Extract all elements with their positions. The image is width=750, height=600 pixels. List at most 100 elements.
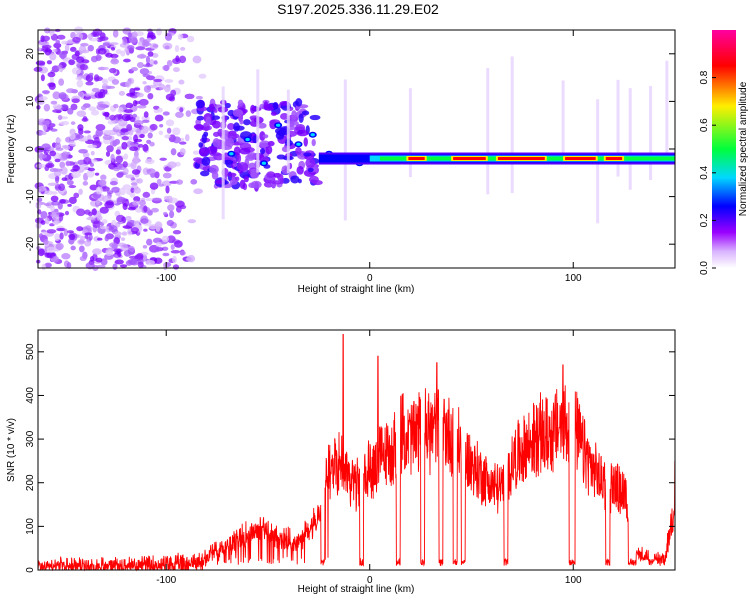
heatmap-cell xyxy=(172,127,181,136)
heatmap-cell xyxy=(229,179,238,185)
heatmap-cell xyxy=(121,231,128,236)
heatmap-cell xyxy=(49,52,57,61)
heatmap-cell xyxy=(125,102,134,109)
signal-peak xyxy=(565,157,596,161)
heatmap-cell xyxy=(42,124,48,132)
heatmap-cell xyxy=(309,114,321,121)
heatmap-cell xyxy=(179,148,186,156)
heatmap-cell xyxy=(87,44,94,52)
heatmap-cell xyxy=(66,230,74,234)
heatmap-cell xyxy=(291,110,297,121)
heatmap-cell xyxy=(165,84,171,88)
heatmap-cell xyxy=(187,219,197,224)
heatmap-cell xyxy=(56,109,62,114)
heatmap-cell xyxy=(142,119,150,124)
snr-y-label: SNR (10 * v/v) xyxy=(6,418,17,482)
heatmap-cell xyxy=(247,152,257,160)
heatmap-cell xyxy=(46,229,57,234)
heatmap-cell xyxy=(180,47,186,51)
heatmap-cell xyxy=(68,59,75,66)
y-tick-label: 0 xyxy=(25,146,36,152)
colorbar-tick-label: 0.8 xyxy=(699,70,710,84)
heatmap-cell xyxy=(121,136,129,141)
heatmap-cell xyxy=(85,81,94,86)
heatmap-cell xyxy=(99,89,105,93)
heatmap-cell xyxy=(96,237,103,241)
heatmap-cell xyxy=(173,67,180,73)
heatmap-cell xyxy=(167,204,175,212)
x-tick-label: 100 xyxy=(565,273,582,284)
heatmap-cell xyxy=(135,46,146,51)
heatmap-cell xyxy=(143,111,149,118)
heatmap-cell xyxy=(106,145,114,153)
heatmap-cell xyxy=(232,108,244,117)
heatmap-cell xyxy=(68,185,77,189)
heatmap-cell xyxy=(128,255,139,259)
heatmap-cell xyxy=(153,78,163,83)
heatmap-cell xyxy=(101,219,108,224)
heatmap-cell xyxy=(250,104,256,114)
heatmap-cell xyxy=(111,78,120,85)
heatmap-cell xyxy=(46,246,57,253)
heatmap-cell xyxy=(119,187,126,196)
heatmap-cell xyxy=(43,103,51,112)
heatmap-cell xyxy=(68,233,76,241)
heatmap-cell xyxy=(64,210,70,216)
heatmap-cell xyxy=(298,113,304,123)
heatmap-cell xyxy=(262,134,269,139)
heatmap-cell xyxy=(108,67,117,74)
heatmap-cell xyxy=(97,179,107,187)
heatmap-cell xyxy=(67,203,72,207)
heatmap-cell xyxy=(175,111,184,118)
heatmap-streak xyxy=(486,67,490,195)
heatmap-cell xyxy=(297,178,302,184)
heatmap-cell xyxy=(145,198,153,202)
heatmap-cell xyxy=(72,36,81,43)
heatmap-cell xyxy=(75,76,83,81)
heatmap-cell xyxy=(129,258,140,266)
heatmap-cell xyxy=(88,234,93,241)
heatmap-cell xyxy=(176,179,184,185)
heatmap-cell xyxy=(122,37,128,46)
heatmap-cell xyxy=(115,155,124,164)
heatmap-cell xyxy=(166,60,173,67)
heatmap-cell xyxy=(149,182,159,190)
heatmap-cell xyxy=(115,149,121,155)
heatmap-cell xyxy=(111,186,121,193)
heatmap-cell xyxy=(102,134,113,140)
heatmap-cell xyxy=(84,234,89,239)
heatmap-cell xyxy=(95,54,102,62)
heatmap-cell xyxy=(52,103,63,110)
heatmap-cell xyxy=(77,91,84,97)
heatmap-cell xyxy=(95,264,106,268)
heatmap-cell xyxy=(133,134,138,143)
heatmap-cell xyxy=(88,211,93,217)
heatmap-cell xyxy=(94,172,100,176)
heatmap-cell xyxy=(199,170,210,177)
heatmap-cell xyxy=(147,132,153,139)
heatmap-cell xyxy=(245,137,250,142)
heatmap-cell xyxy=(53,42,62,49)
heatmap-cell xyxy=(93,74,100,82)
heatmap-cell xyxy=(68,141,76,147)
heatmap-cell xyxy=(170,249,181,254)
heatmap-cell xyxy=(54,175,60,184)
signal-peak xyxy=(408,157,425,161)
heatmap-cell xyxy=(130,187,135,193)
heatmap-cell xyxy=(209,164,219,175)
heatmap-cell xyxy=(52,48,58,52)
y-tick-label: 500 xyxy=(25,343,36,360)
heatmap-cell xyxy=(143,205,148,213)
y-tick-label: -10 xyxy=(25,189,36,204)
heatmap-cell xyxy=(263,181,274,188)
heatmap-cell xyxy=(110,58,120,65)
heatmap-cell xyxy=(47,71,56,78)
heatmap-cell xyxy=(59,232,64,240)
snr-x-label: Height of straight line (km) xyxy=(298,584,415,595)
heatmap-cell xyxy=(52,255,60,263)
heatmap-y-label: Frequency (Hz) xyxy=(6,115,17,184)
snr-series-line xyxy=(37,333,676,572)
heatmap-cell xyxy=(310,133,315,137)
heatmap-cell xyxy=(112,29,119,38)
heatmap-cell xyxy=(172,255,177,264)
